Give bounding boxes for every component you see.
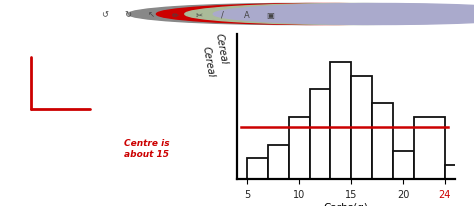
Circle shape	[156, 5, 474, 25]
Text: Centre is
about 15: Centre is about 15	[124, 139, 170, 158]
Text: ↖: ↖	[148, 11, 155, 19]
Bar	[310, 90, 330, 179]
Text: Cereal: Cereal	[201, 46, 216, 78]
Circle shape	[185, 5, 474, 25]
Bar	[247, 159, 268, 179]
Circle shape	[213, 5, 474, 25]
Bar	[268, 145, 289, 179]
Text: ↺: ↺	[101, 11, 108, 19]
Bar	[330, 62, 351, 179]
Bar	[393, 152, 413, 179]
X-axis label: Carbs(g): Carbs(g)	[324, 202, 368, 206]
Text: Cereal: Cereal	[214, 33, 229, 65]
Bar	[372, 104, 393, 179]
Bar	[445, 165, 474, 179]
Text: ▣: ▣	[266, 11, 274, 19]
Text: /: /	[221, 11, 224, 19]
Bar	[351, 76, 372, 179]
Text: ✂: ✂	[196, 11, 202, 19]
Circle shape	[128, 5, 460, 25]
Bar	[413, 117, 445, 179]
Bar	[289, 117, 310, 179]
Text: ✏: ✏	[172, 11, 179, 19]
Text: A: A	[244, 11, 249, 19]
Text: ↻: ↻	[125, 11, 131, 19]
